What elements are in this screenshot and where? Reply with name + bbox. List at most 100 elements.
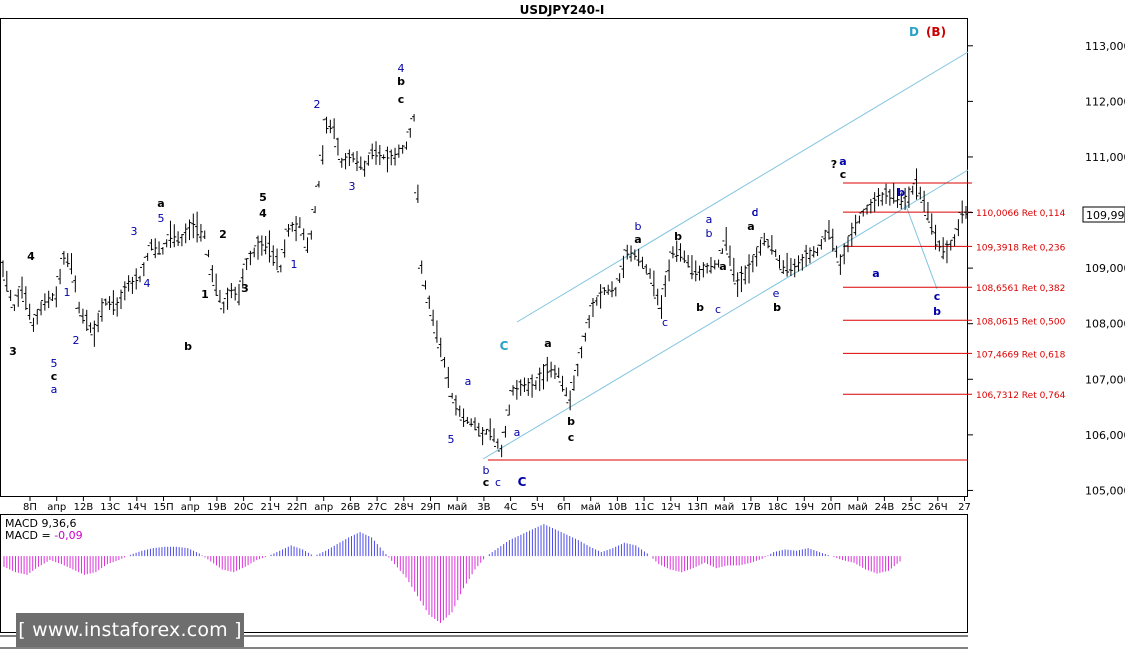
- current-price: 109,995: [1086, 209, 1125, 222]
- wave-label: C: [500, 339, 509, 353]
- time-tick-label: апр: [314, 502, 333, 513]
- time-tick-label: 14Ч: [127, 502, 147, 513]
- wave-label: a: [719, 260, 726, 273]
- wave-label: b: [773, 301, 781, 314]
- wave-label: c: [568, 431, 575, 444]
- wave-label: c: [51, 370, 58, 383]
- time-tick-label: 21Ч: [261, 502, 281, 513]
- wave-label: a: [747, 220, 754, 233]
- candlesticks: [1, 114, 968, 458]
- wave-label: c: [662, 316, 668, 329]
- time-tick-label: май: [447, 502, 467, 513]
- time-tick-label: 26Ч: [928, 502, 948, 513]
- time-tick-label: 26В: [341, 502, 361, 513]
- fib-level-label: 108,6561 Ret 0,382: [976, 284, 1065, 294]
- wave-label: b: [773, 301, 781, 314]
- wave-label: 4: [259, 207, 267, 220]
- time-tick-label: 11С: [634, 502, 654, 513]
- time-tick-label: 28Ч: [394, 502, 414, 513]
- wave-label: a: [634, 233, 641, 246]
- watermark-banner[interactable]: [ www.instaforex.com ]: [16, 613, 244, 647]
- price-tick-label: 108,000: [1085, 318, 1125, 331]
- wave-label: c: [934, 290, 941, 303]
- wave-label: 1: [64, 286, 71, 299]
- time-tick-label: 29П: [420, 502, 440, 513]
- wave-label: 4: [398, 62, 405, 75]
- wave-label: b: [567, 415, 575, 428]
- trend-channel: [482, 51, 972, 461]
- wave-label: b: [674, 230, 682, 243]
- wave-label: a: [839, 155, 846, 168]
- wave-label: 3: [241, 282, 249, 295]
- wave-label: 5: [448, 433, 455, 446]
- macd-histogram: [3, 524, 901, 623]
- wave-label: c: [752, 206, 758, 219]
- wave-label: b: [483, 464, 490, 477]
- wave-label: D: [909, 25, 919, 39]
- wave-label: a: [465, 375, 472, 388]
- time-tick-label: май: [714, 502, 734, 513]
- time-tick-label: 24В: [875, 502, 895, 513]
- fib-level-label: 109,3918 Ret 0,236: [976, 243, 1066, 253]
- time-tick-label: 18С: [768, 502, 788, 513]
- macd-plot-frame: [0, 514, 968, 633]
- fibonacci-retracement: 110,0066 Ret 0,114 109,3918 Ret 0,236 108,…: [843, 209, 1066, 401]
- time-tick-label: 12Ч: [661, 502, 681, 513]
- time-tick-label: 20С: [234, 502, 254, 513]
- wave-label: a: [514, 426, 521, 439]
- chart-title: USDJPY240-I: [520, 3, 605, 17]
- price-tick-label: 113,000: [1085, 40, 1125, 53]
- wave-label: b: [706, 227, 713, 240]
- time-tick-label: 13С: [100, 502, 120, 513]
- wave-label: a: [544, 337, 551, 350]
- time-tick-label: май: [581, 502, 601, 513]
- time-tick-label: 6П: [557, 502, 571, 513]
- wave-label: b: [397, 75, 405, 88]
- fib-level-label: 107,4669 Ret 0,618: [976, 350, 1066, 360]
- wave-label: 3: [349, 180, 356, 193]
- time-tick-label: 3В: [477, 502, 490, 513]
- price-tick-label: 105,000: [1085, 484, 1125, 497]
- time-tick-label: 25С: [901, 502, 921, 513]
- wave-label: 2: [73, 334, 80, 347]
- wave-label: d: [752, 206, 759, 219]
- macd-value-line: MACD = -0,09: [5, 529, 83, 542]
- time-tick-label: 17В: [741, 502, 761, 513]
- wave-label: c: [483, 476, 490, 489]
- current-price-box: [1082, 206, 1125, 223]
- wave-label: 1: [201, 288, 209, 301]
- time-tick-label: 4С: [504, 502, 517, 513]
- time-tick-label: 15П: [153, 502, 173, 513]
- wave-label: b: [897, 186, 905, 199]
- time-tick-label: 5Ч: [531, 502, 544, 513]
- price-tick-label: 111,000: [1085, 151, 1125, 164]
- time-tick-label: 12В: [74, 502, 94, 513]
- time-tick-label: май: [848, 502, 868, 513]
- time-tick-label: 27: [958, 502, 971, 513]
- wave-label: ?: [831, 158, 837, 171]
- price-tick-label: 106,000: [1085, 429, 1125, 442]
- price-tick-label: 112,000: [1085, 95, 1125, 108]
- time-tick-label: 13П: [687, 502, 707, 513]
- wave-label: 4: [144, 277, 151, 290]
- wave-label: 5: [51, 357, 58, 370]
- fib-level-label: 106,7312 Ret 0,764: [976, 391, 1066, 401]
- wave-label: e: [773, 287, 780, 300]
- time-tick-label: 27С: [367, 502, 387, 513]
- wave-label: 2: [219, 228, 227, 241]
- wave-label: 1: [291, 258, 298, 271]
- wave-label: 4: [27, 250, 35, 263]
- wave-label: c: [840, 168, 847, 181]
- channel-line: [516, 51, 969, 323]
- wave-label: c: [715, 303, 721, 316]
- time-axis: 8П апр 12В 13С 14Ч 15П апр 19В 20С 21Ч 22П апр 26В 27…: [23, 496, 971, 513]
- macd-signal-name: MACD: [5, 529, 38, 542]
- channel-line: [482, 169, 969, 460]
- price-tick-label: 107,000: [1085, 373, 1125, 386]
- wave-label: a: [51, 383, 58, 396]
- wave-label: b: [635, 220, 642, 233]
- time-tick-label: 20П: [821, 502, 841, 513]
